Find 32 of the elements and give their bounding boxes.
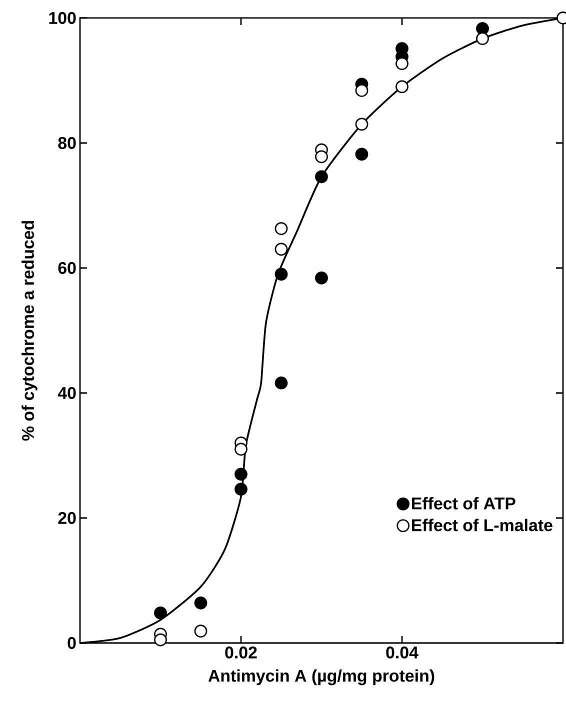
y-tick-label: 100: [49, 12, 76, 24]
point: [315, 272, 328, 284]
point: [234, 442, 248, 456]
point: [154, 606, 167, 620]
point: [315, 150, 328, 164]
point: [315, 170, 328, 184]
point: [396, 80, 408, 94]
point: [355, 118, 368, 131]
legend-label: Effect of L-malate: [412, 518, 552, 532]
x-tick-label: 0.04: [386, 646, 418, 659]
y-tick-label: 80: [58, 136, 76, 149]
x-axis-title: Antimycin A (µg/mg protein): [208, 669, 434, 686]
point: [274, 242, 288, 256]
y-axis-title: % of cytochrome a reduced: [22, 221, 38, 441]
point: [355, 148, 368, 161]
point: [274, 222, 288, 236]
y-tick-label: 0: [68, 636, 76, 649]
point: [274, 268, 288, 281]
y-tick-label: 60: [58, 262, 76, 274]
x-tick-label: 0.02: [225, 646, 257, 659]
point: [476, 32, 489, 46]
point: [154, 633, 167, 646]
point: [194, 624, 208, 638]
legend-label: Effect of ATP: [412, 497, 516, 510]
point: [274, 376, 288, 390]
point: [234, 482, 248, 496]
y-tick-label: 40: [58, 386, 76, 399]
point: [234, 468, 248, 481]
y-tick-label: 20: [58, 512, 76, 524]
point: [396, 57, 408, 70]
point: [194, 596, 208, 610]
point: [355, 84, 368, 97]
